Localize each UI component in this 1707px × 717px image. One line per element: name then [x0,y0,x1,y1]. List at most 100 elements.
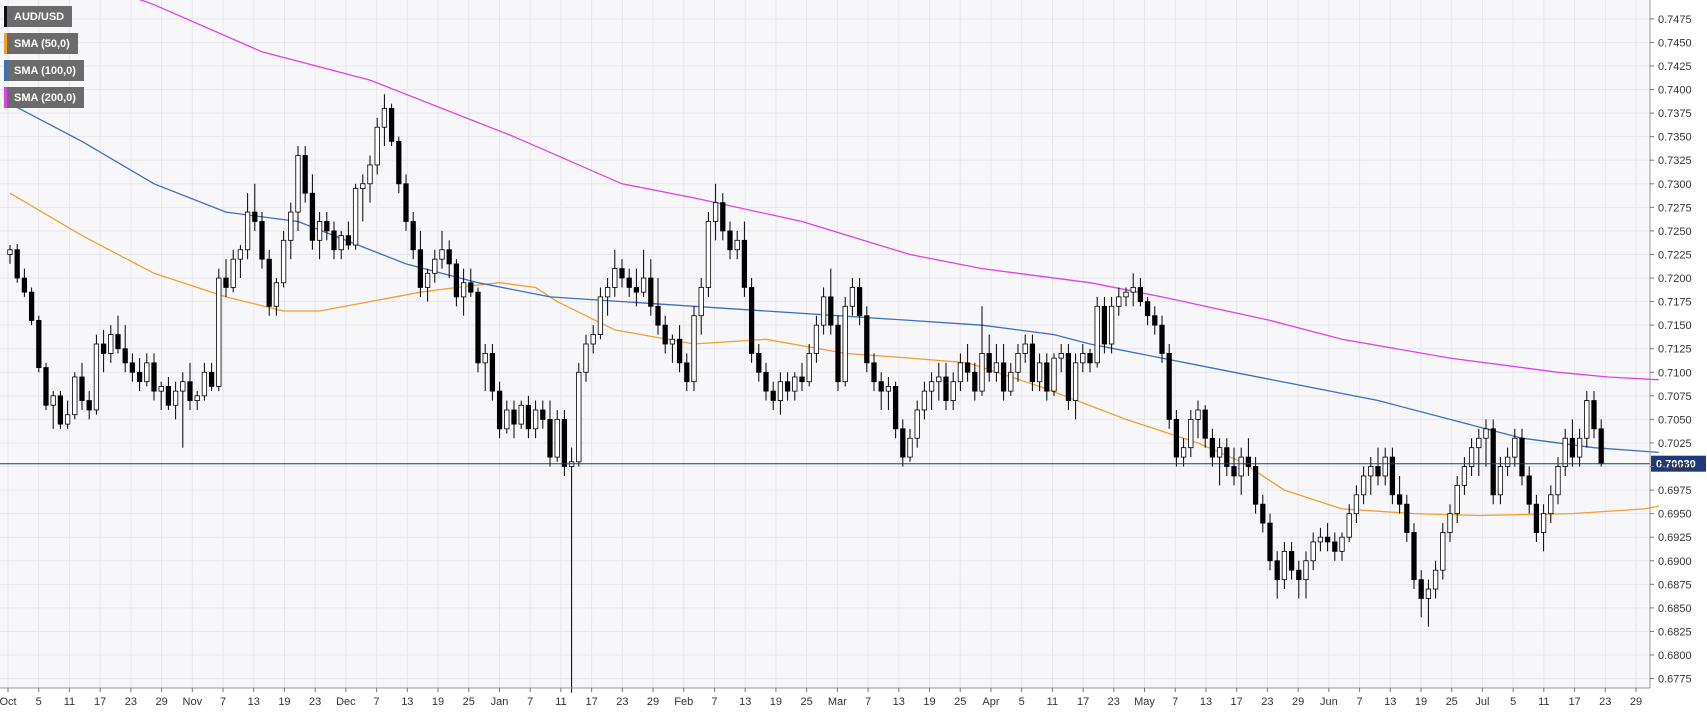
candle-body [381,107,388,128]
candle-body [756,353,762,373]
x-tick-label: 23 [1261,696,1273,708]
candle-body [684,362,690,383]
candle-body [1281,550,1288,581]
x-tick-label: Nov [183,696,203,708]
candle-body [1576,437,1583,458]
x-tick-label: 19 [923,696,935,708]
candle-body [1036,362,1043,383]
candle-body [1195,409,1201,420]
current-price-label: 0.70030 [1656,459,1696,471]
candle-body [856,287,863,317]
candle-body [374,126,380,166]
candle-body [1101,305,1108,345]
candle-body [1008,371,1014,392]
candle-body [50,395,56,406]
candle-body [1188,418,1194,449]
candle-body [972,371,978,392]
legend-label: AUD/USD [14,10,65,23]
candle-body [1584,400,1590,439]
candle-body [1260,503,1266,524]
candle-body [1108,305,1115,345]
x-tick-label: 19 [770,696,782,708]
candle-body [1425,588,1432,599]
candle-body [129,362,136,373]
candle-body [864,315,870,364]
candle-body [1396,494,1403,505]
candle-body [979,353,985,392]
candle-body [360,183,366,189]
x-tick-label: 13 [248,696,260,708]
candle-body [446,249,452,265]
y-tick-label: 0.7400 [1658,85,1692,97]
candle-body [194,395,200,401]
candle-body [1598,428,1604,465]
candle-body [1029,343,1036,383]
candle-body [1447,513,1453,533]
candle-body [1022,343,1028,354]
candle-body [417,249,424,288]
y-tick-label: 0.7450 [1658,37,1692,49]
candle-body [986,353,992,373]
y-tick-label: 0.7275 [1658,202,1692,214]
candle-body [633,287,640,293]
y-tick-label: 0.7125 [1658,344,1692,356]
candle-body [1389,456,1396,496]
y-tick-label: 0.7050 [1658,414,1692,426]
legend-item-sma100[interactable]: SMA (100,0) [4,60,84,81]
y-tick-label: 0.7075 [1658,391,1692,403]
legend-item-audusd[interactable]: AUD/USD [4,6,73,27]
legend-item-sma200[interactable]: SMA (200,0) [4,87,84,108]
x-tick-label: 17 [1077,696,1089,708]
candle-body [482,353,488,364]
candle-body [1224,447,1230,467]
candle-body [216,277,222,387]
candle-body [1288,550,1295,571]
candle-body [1166,353,1172,420]
candle-body [489,353,496,392]
candle-body [1332,541,1338,552]
candle-body [1432,569,1439,590]
x-tick-label: 23 [616,696,628,708]
candle-body [108,334,114,354]
x-tick-label: 13 [401,696,413,708]
x-tick-label: Mar [828,696,847,708]
legend-label: SMA (100,0) [14,64,76,77]
x-tick-label: 11 [555,696,566,708]
candle-body [21,277,28,293]
x-tick-label: 5 [1510,696,1516,708]
x-tick-label: 23 [125,696,137,708]
candle-body [100,343,107,354]
y-tick-label: 0.6950 [1658,509,1692,521]
x-tick-label: 7 [1356,696,1362,708]
candle-body [1144,301,1151,317]
candle-body [705,221,712,288]
candle-body [936,376,942,383]
y-tick-label: 0.7300 [1658,179,1692,191]
candle-body [43,367,49,406]
y-tick-label: 0.6900 [1658,556,1692,568]
candle-body [122,348,128,364]
candle-body [302,155,308,194]
candle-body [403,183,409,222]
candle-body [900,428,906,458]
candle-body [871,362,877,383]
candle-body [1051,357,1057,392]
candle-body [763,371,769,392]
x-tick-label: 29 [155,696,167,708]
candle-body [396,140,402,185]
y-tick-label: 0.7200 [1658,273,1692,285]
x-tick-label: 19 [278,696,290,708]
legend-item-sma50[interactable]: SMA (50,0) [4,33,78,54]
candle-body [720,202,726,232]
candle-body [1569,437,1576,458]
candle-body [748,287,755,354]
candle-body [1116,296,1122,307]
candle-body [295,155,301,213]
candle-body [187,381,193,401]
candle-body [1382,456,1388,477]
legend-swatch-sma200 [4,87,7,108]
sma-line-sma200 [139,0,1659,381]
y-tick-label: 0.7350 [1658,132,1692,144]
candle-body [626,277,632,288]
